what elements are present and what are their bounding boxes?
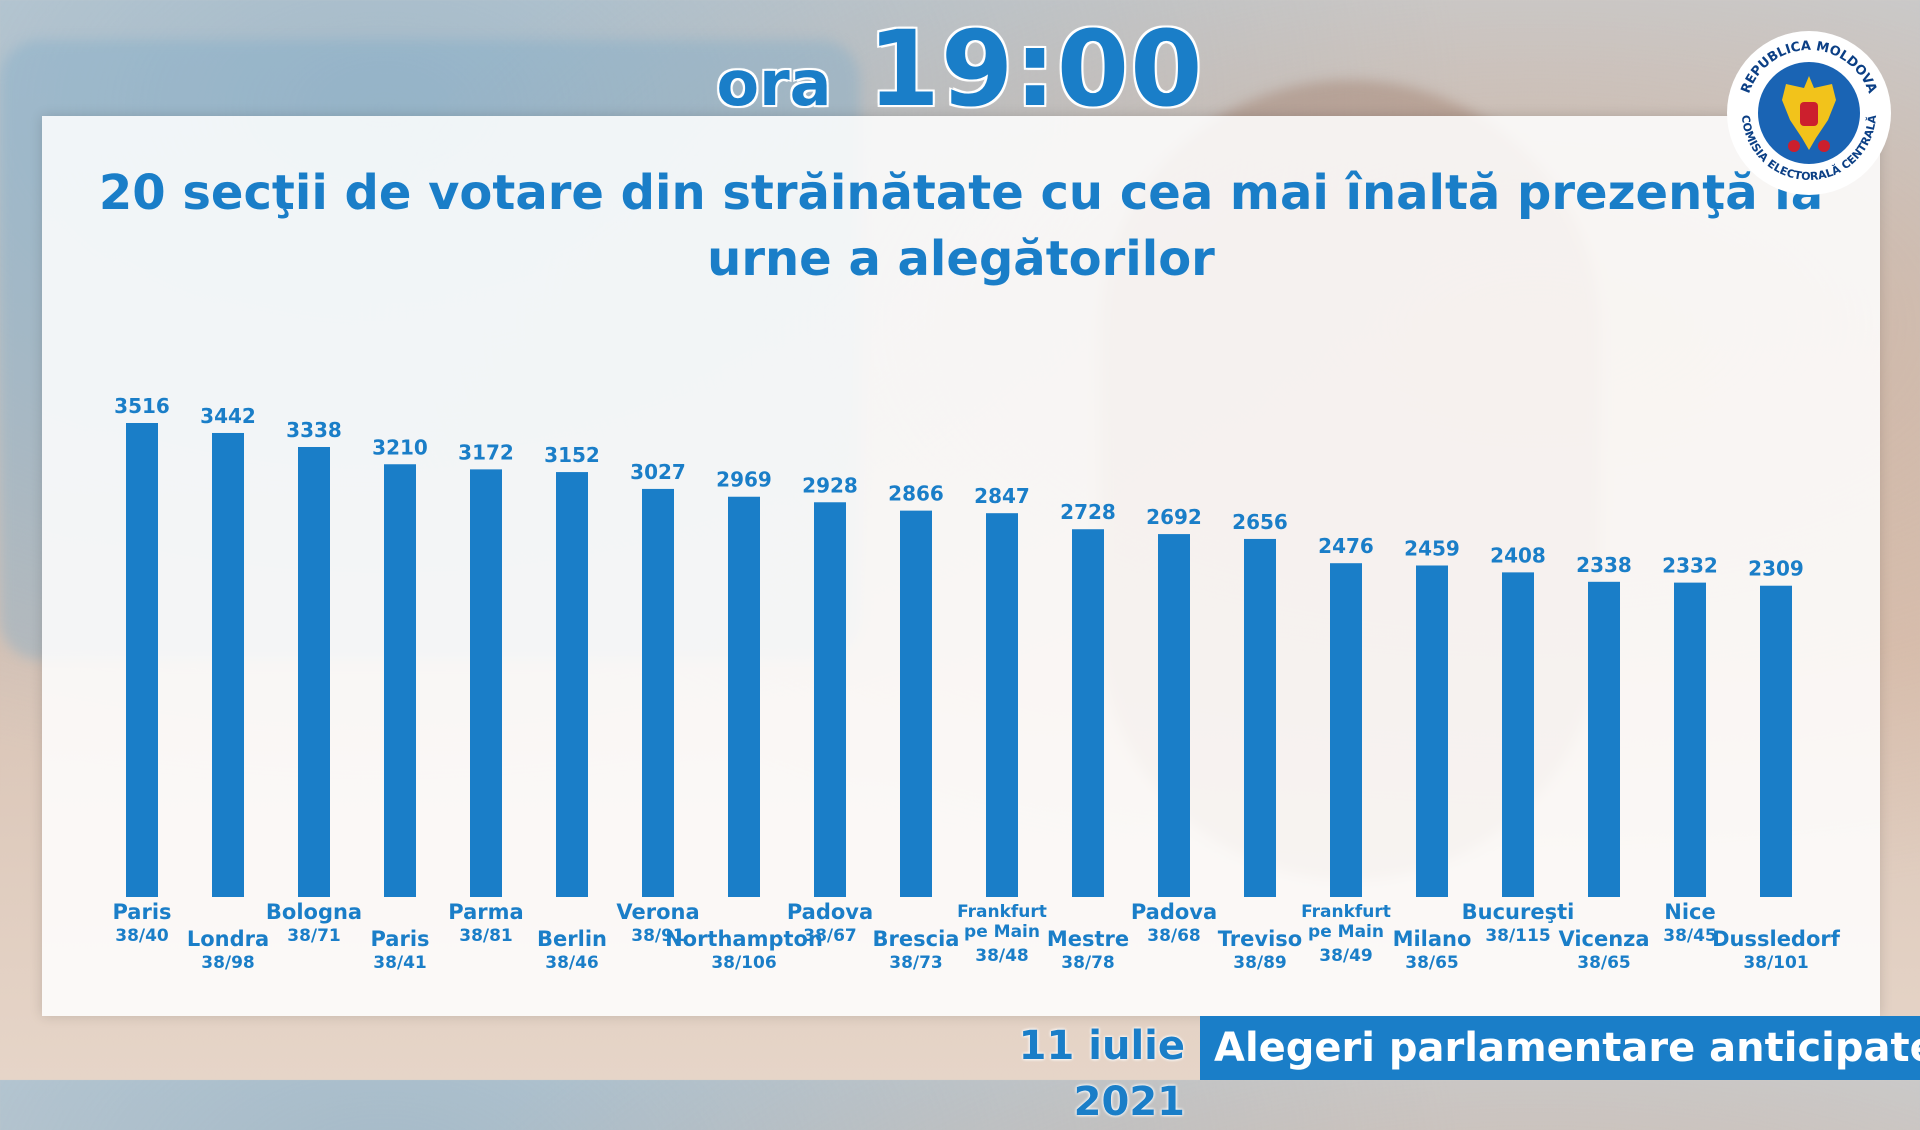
footer-band	[1200, 1016, 1920, 1080]
category-label-16: Milano	[1393, 927, 1472, 951]
footer-event: Alegeri parlamentare anticipate	[1214, 1025, 1920, 1071]
bar-15	[1330, 563, 1362, 897]
section-code-16: 38/65	[1405, 953, 1459, 973]
section-code-18: 38/65	[1577, 953, 1631, 973]
value-label-5: 3172	[458, 440, 514, 464]
value-label-19: 2332	[1662, 554, 1718, 578]
value-label-9: 2928	[802, 473, 858, 497]
category-label-9: Padova	[787, 900, 873, 924]
bar-2	[212, 432, 244, 897]
value-label-3: 3338	[286, 418, 342, 442]
section-code-8: 38/106	[711, 953, 776, 973]
value-label-15: 2476	[1318, 534, 1374, 558]
footer-date: 11 iulie 2021	[1018, 1023, 1185, 1125]
section-code-11: 38/48	[975, 946, 1029, 966]
time-banner: ora 19:00	[0, 8, 1920, 130]
section-code-20: 38/101	[1743, 953, 1808, 973]
cec-seal-logo: REPUBLICA MOLDOVA COMISIA ELECTORALĂ CEN…	[1727, 31, 1891, 195]
value-label-20: 2309	[1748, 557, 1804, 581]
bar-11	[986, 513, 1018, 897]
bar-14	[1244, 538, 1276, 897]
value-label-18: 2338	[1576, 553, 1632, 577]
bar-4	[384, 464, 416, 897]
time-prefix: ora	[716, 47, 832, 120]
section-code-4: 38/41	[373, 953, 427, 973]
bar-9	[814, 502, 846, 897]
bar-5	[470, 469, 502, 897]
category-label-18: Vicenza	[1558, 927, 1649, 951]
bar-13	[1158, 534, 1190, 897]
category-label-8: Northampton	[665, 927, 823, 951]
value-label-2: 3442	[200, 404, 256, 428]
bar-chart: 3516Paris38/403442Londra38/983338Bologna…	[112, 394, 1841, 973]
value-label-1: 3516	[114, 394, 170, 418]
bar-17	[1502, 572, 1534, 897]
section-code-9: 38/67	[803, 926, 857, 946]
section-code-3: 38/71	[287, 926, 341, 946]
category-label-19: Nice	[1664, 900, 1715, 924]
value-label-7: 3027	[630, 460, 686, 484]
value-label-12: 2728	[1060, 500, 1116, 524]
category-label-4: Paris	[370, 927, 429, 951]
category-label-15: Frankfurt pe Main	[1301, 902, 1391, 942]
chart-panel	[42, 116, 1880, 1016]
bar-19	[1674, 582, 1706, 897]
bar-10	[900, 510, 932, 897]
category-label-7: Verona	[616, 900, 699, 924]
bar-3	[298, 446, 330, 897]
section-code-6: 38/46	[545, 953, 599, 973]
section-code-15: 38/49	[1319, 946, 1373, 966]
section-code-17: 38/115	[1485, 926, 1550, 946]
section-code-13: 38/68	[1147, 926, 1201, 946]
section-code-10: 38/73	[889, 953, 943, 973]
section-code-2: 38/98	[201, 953, 255, 973]
bar-18	[1588, 581, 1620, 897]
category-label-10: Brescia	[873, 927, 960, 951]
chart-title: 20 secţii de votare din străinătate cu c…	[98, 165, 1824, 287]
bar-20	[1760, 585, 1792, 897]
category-label-2: Londra	[187, 927, 269, 951]
category-label-6: Berlin	[537, 927, 607, 951]
bar-6	[556, 472, 588, 897]
category-label-12: Mestre	[1047, 927, 1129, 951]
value-label-10: 2866	[888, 482, 944, 506]
value-label-6: 3152	[544, 443, 600, 467]
category-label-20: Dussledorf	[1712, 927, 1841, 951]
category-label-13: Padova	[1131, 900, 1217, 924]
category-label-17: Bucureşti	[1462, 900, 1575, 924]
section-code-19: 38/45	[1663, 926, 1717, 946]
time-value: 19:00	[867, 8, 1204, 130]
bar-8	[728, 496, 760, 897]
value-label-13: 2692	[1146, 505, 1202, 529]
category-label-5: Parma	[448, 900, 523, 924]
category-label-11: Frankfurt pe Main	[957, 902, 1047, 942]
value-label-8: 2969	[716, 468, 772, 492]
value-label-17: 2408	[1490, 543, 1546, 567]
value-label-14: 2656	[1232, 510, 1288, 534]
category-label-1: Paris	[112, 900, 171, 924]
section-code-1: 38/40	[115, 926, 169, 946]
bar-7	[642, 488, 674, 897]
category-label-14: Treviso	[1218, 927, 1302, 951]
section-code-12: 38/78	[1061, 953, 1115, 973]
section-code-5: 38/81	[459, 926, 513, 946]
bar-16	[1416, 565, 1448, 897]
section-code-14: 38/89	[1233, 953, 1287, 973]
value-label-4: 3210	[372, 435, 428, 459]
section-code-7: 38/91	[631, 926, 685, 946]
value-label-11: 2847	[974, 484, 1030, 508]
value-label-16: 2459	[1404, 536, 1460, 560]
category-label-3: Bologna	[266, 900, 362, 924]
bar-12	[1072, 529, 1104, 897]
bar-1	[126, 423, 158, 897]
